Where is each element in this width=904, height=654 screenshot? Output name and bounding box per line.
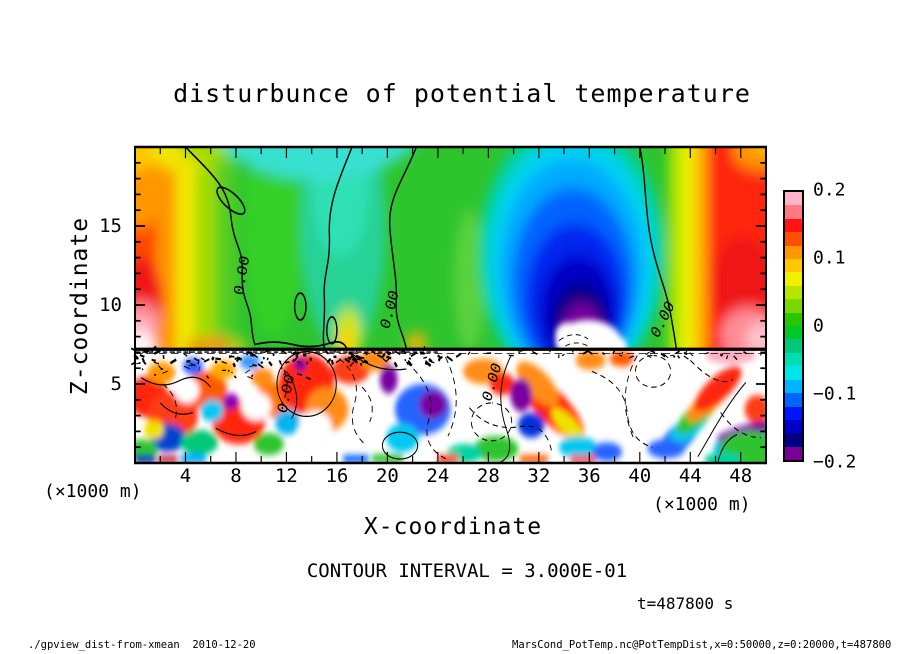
z-tick-label: 10 bbox=[99, 294, 122, 316]
colorbar-band bbox=[785, 393, 802, 407]
x-tick-label: 12 bbox=[274, 465, 298, 487]
lower-field bbox=[135, 349, 766, 463]
colorbar-band bbox=[785, 232, 802, 246]
colorbar-band bbox=[785, 205, 802, 219]
colorbar-band bbox=[785, 433, 802, 447]
time-label: t=487800 s bbox=[637, 594, 734, 613]
colorbar-band bbox=[785, 312, 802, 327]
colorbar-tick-label: 0.2 bbox=[813, 179, 846, 201]
x-axis-label: X-coordinate bbox=[363, 514, 543, 540]
colorbar-band bbox=[785, 419, 802, 434]
colorbar-band bbox=[785, 379, 802, 394]
footer-datasource: MarsCond_PotTemp.nc@PotTempDist,x=0:5000… bbox=[512, 639, 892, 651]
z-tick-label: 15 bbox=[99, 215, 122, 237]
upper-field bbox=[135, 147, 766, 350]
colorbar-band bbox=[785, 352, 802, 367]
x-tick-label: 44 bbox=[678, 465, 702, 487]
x-tick-label: 28 bbox=[476, 465, 500, 487]
z-tick-label: 5 bbox=[110, 373, 122, 395]
x-tick-label: 24 bbox=[426, 465, 450, 487]
contour-interval-label: CONTOUR INTERVAL = 3.000E-01 bbox=[306, 560, 628, 582]
contour-label: 0.00 bbox=[274, 372, 298, 416]
x-tick-label: 4 bbox=[179, 465, 192, 487]
colorbar-tick-label: 0.1 bbox=[813, 247, 846, 269]
x-tick-label: 36 bbox=[577, 465, 601, 487]
x-tick-label: 20 bbox=[375, 465, 399, 487]
colorbar-band bbox=[785, 366, 802, 380]
colorbar-band bbox=[785, 299, 802, 313]
colorbar-tick-label: 0 bbox=[813, 315, 824, 337]
x-tick-label: 48 bbox=[729, 465, 753, 487]
colorbar-band bbox=[785, 285, 802, 300]
turbulence-noise bbox=[130, 345, 762, 381]
colorbar-band bbox=[785, 245, 802, 260]
colorbar-band bbox=[785, 339, 802, 353]
chart-title: disturbunce of potential temperature bbox=[173, 79, 751, 108]
plot-area: 0.00 0.00 0.00 0.00 0.00 bbox=[130, 145, 768, 465]
colorbar-tick-label: −0.2 bbox=[813, 451, 857, 473]
x-tick-label: 8 bbox=[230, 465, 242, 487]
colorbar-band bbox=[785, 446, 802, 461]
colorbar-tick-label: −0.1 bbox=[813, 383, 857, 405]
colorbar-band bbox=[785, 218, 802, 233]
x-tick-label: 40 bbox=[628, 465, 652, 487]
x-tick-label: 32 bbox=[527, 465, 551, 487]
y-axis-label: Z-coordinate bbox=[67, 216, 93, 396]
zero-contours bbox=[185, 147, 678, 350]
x-axis-unit-label: (×1000 m) bbox=[653, 494, 751, 515]
colorbar-band bbox=[785, 272, 802, 286]
contour-label: 0.00 bbox=[231, 254, 253, 297]
colorbar-band bbox=[785, 326, 802, 340]
x-tick-label: 16 bbox=[325, 465, 349, 487]
plot-frame bbox=[133, 145, 768, 465]
colorbar bbox=[783, 190, 804, 462]
colorbar-band bbox=[785, 406, 802, 420]
y-axis-unit-label: (×1000 m) bbox=[44, 481, 142, 502]
colorbar-band bbox=[785, 192, 802, 206]
colorbar-band bbox=[785, 259, 802, 273]
footer-command: ./gpview_dist-from-xmean 2010-12-20 bbox=[28, 639, 256, 651]
